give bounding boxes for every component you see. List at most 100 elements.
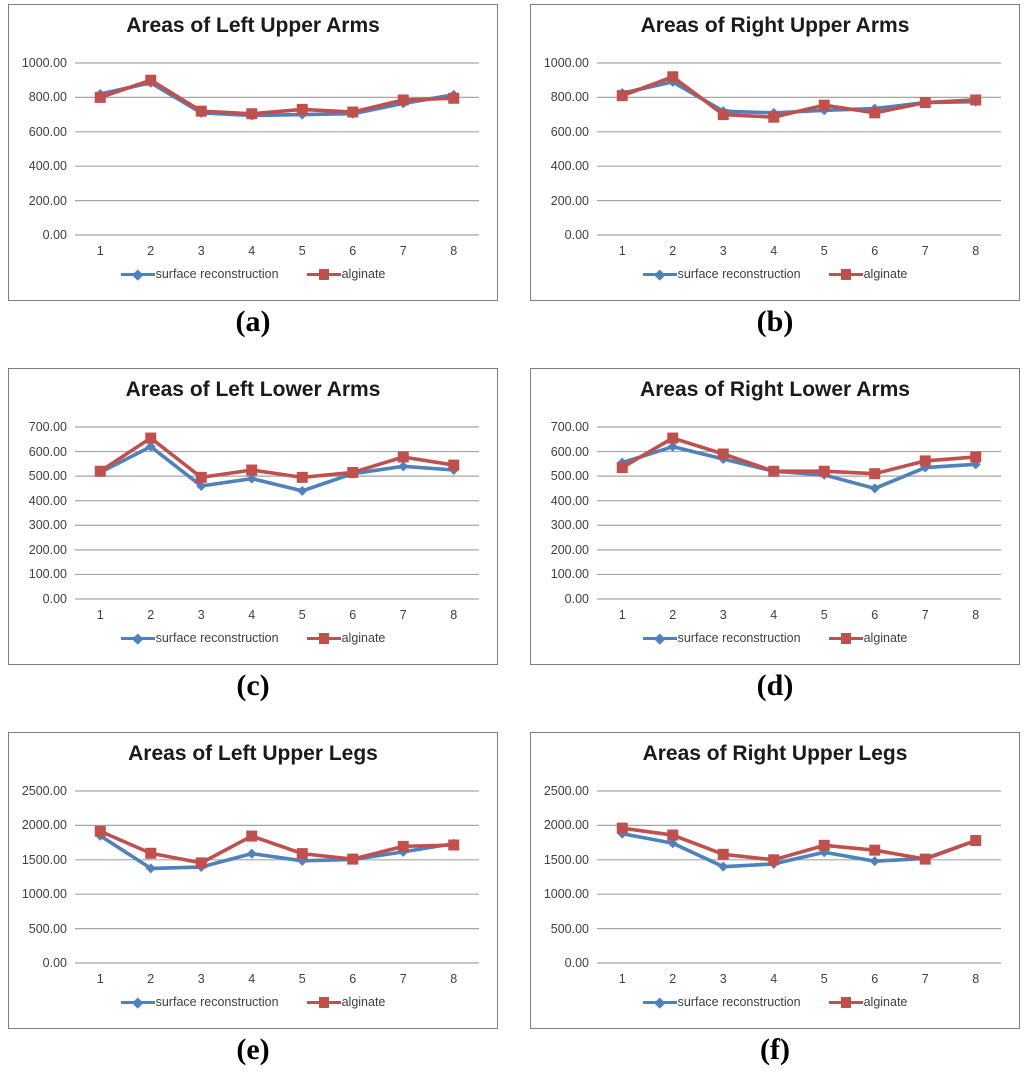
legend-item: alginate [828,995,907,1009]
series-line-0 [98,444,456,493]
figure-sublabel: (c) [236,669,270,702]
series-line-1 [98,436,456,480]
chart-title: Areas of Right Lower Arms [640,378,910,401]
chart-panel: Areas of Left Upper Arms 1000.00 800.00 60… [8,4,498,301]
square-marker [448,839,460,851]
square-marker [970,451,982,463]
figure-sublabel: (a) [235,305,271,338]
legend-item: surface reconstruction [120,267,279,281]
chart-title: Areas of Left Upper Legs [128,742,378,765]
chart-plot [597,62,1001,236]
legend: surface reconstruction alginate [531,993,1019,1011]
diamond-marker [297,485,308,496]
square-marker [94,91,106,103]
chart-plot [597,790,1001,964]
square-marker [818,99,830,111]
chart-title: Areas of Left Upper Arms [126,14,380,37]
chart-figure: Areas of Right Lower Arms 700.00 600.00 50… [530,368,1020,713]
legend-item: alginate [828,631,907,645]
legend-item: alginate [306,267,386,281]
chart-panel: Areas of Left Lower Arms 700.00 600.00 500… [8,368,498,665]
legend-square-marker-icon [306,268,341,280]
chart-title: Areas of Right Upper Arms [640,14,910,37]
diamond-marker [145,863,156,874]
legend: surface reconstruction alginate [9,629,497,647]
square-marker [919,97,931,109]
square-marker [970,94,982,106]
square-marker [919,455,931,467]
square-marker [296,471,308,483]
legend-diamond-marker-icon [120,632,155,644]
square-marker [869,468,881,480]
legend-label: surface reconstruction [677,267,801,281]
diamond-marker [398,461,409,472]
legend-item: surface reconstruction [642,267,801,281]
legend-label: alginate [341,267,386,281]
square-marker [448,92,460,104]
square-marker [296,103,308,115]
square-marker [818,465,830,477]
chart-figure: Areas of Left Upper Legs 2500.00 2000.00 1… [8,732,498,1077]
legend-item: surface reconstruction [642,995,801,1009]
square-marker [616,90,628,102]
figure-sublabel: (d) [756,669,794,702]
diamond-marker [196,480,207,491]
legend: surface reconstruction alginate [9,265,497,283]
legend-square-marker-icon [306,632,341,644]
series-line-0 [98,80,456,118]
square-marker [397,94,409,106]
legend-square-marker-icon [306,996,341,1008]
series-line-1 [98,829,456,865]
legend-label: surface reconstruction [677,995,801,1009]
square-marker [667,432,679,444]
square-marker [717,448,729,460]
chart-panel: Areas of Left Upper Legs 2500.00 2000.00 1… [8,732,498,1029]
legend-diamond-marker-icon [642,632,677,644]
diamond-marker [667,838,678,849]
chart-figure: Areas of Left Lower Arms 700.00 600.00 500… [8,368,498,713]
chart-plot [75,790,479,964]
legend-label: surface reconstruction [155,995,279,1009]
legend-item: alginate [306,631,386,645]
square-marker [667,71,679,83]
diamond-marker [869,483,880,494]
square-marker [717,109,729,121]
legend: surface reconstruction alginate [531,629,1019,647]
square-marker [397,451,409,463]
legend-diamond-marker-icon [642,996,677,1008]
chart-panel: Areas of Right Upper Arms 1000.00 800.00 6… [530,4,1020,301]
legend-square-marker-icon [828,268,863,280]
square-marker [246,108,258,120]
square-marker [145,847,157,859]
legend-square-marker-icon [828,996,863,1008]
square-marker [195,857,207,869]
square-marker [616,822,628,834]
legend-item: alginate [306,995,385,1009]
square-marker [869,844,881,856]
chart-figure: Areas of Right Upper Arms 1000.00 800.00 6… [530,4,1020,349]
diamond-marker [246,473,257,484]
chart-panel: Areas of Right Lower Arms 700.00 600.00 50… [530,368,1020,665]
legend-item: surface reconstruction [120,995,279,1009]
legend-item: surface reconstruction [120,631,279,645]
series-line-1 [620,826,978,862]
square-marker [94,825,106,837]
square-marker [818,839,830,851]
series-line-0 [620,444,978,491]
chart-title: Areas of Right Upper Legs [642,742,908,765]
square-marker [768,465,780,477]
square-marker [195,471,207,483]
diamond-marker [145,441,156,452]
square-marker [768,854,780,866]
legend-diamond-marker-icon [120,996,155,1008]
diamond-marker [718,861,729,872]
square-marker [246,830,258,842]
series-line-1 [620,74,978,119]
legend-label: alginate [863,267,908,281]
figure-sublabel: (f) [760,1033,790,1066]
square-marker [397,840,409,852]
square-marker [145,74,157,86]
diamond-marker [246,848,257,859]
legend-label: alginate [341,631,386,645]
legend: surface reconstruction alginate [9,993,497,1011]
